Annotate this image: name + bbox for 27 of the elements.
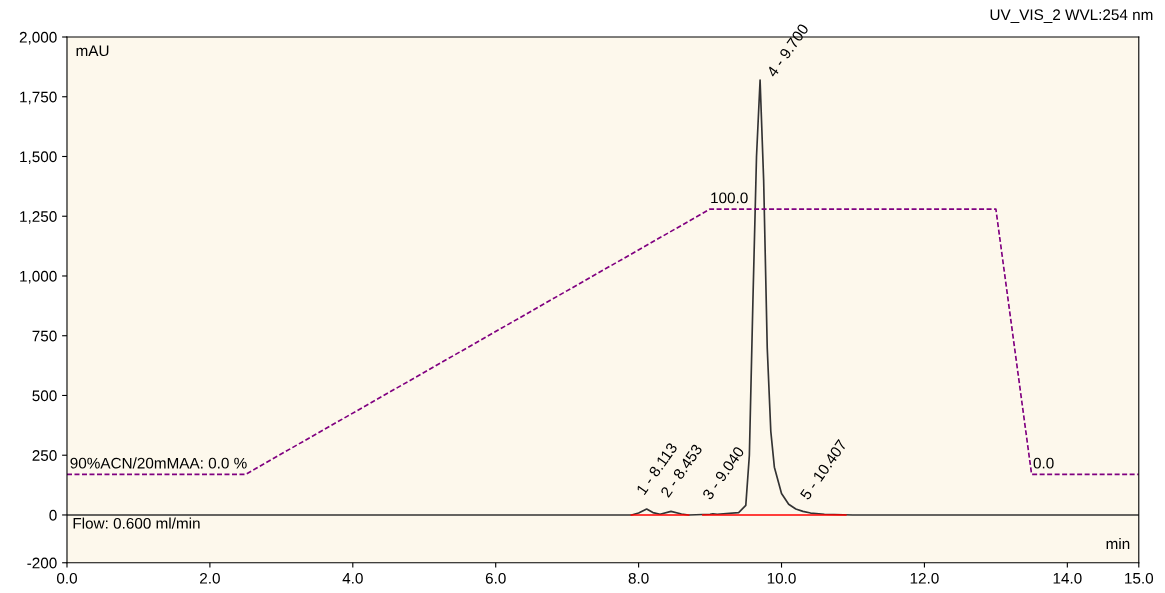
x-tick-label: 10.0 — [767, 572, 796, 584]
y-tick-label: 1,250 — [20, 211, 57, 224]
x-tick-label: 2.0 — [200, 572, 220, 584]
x-tick-label: 4.0 — [342, 572, 363, 584]
chart-title: UV_VIS_2 WVL:254 nm — [990, 9, 1153, 23]
x-tick-label: 0.0 — [56, 572, 78, 584]
y-tick-label: 1,500 — [20, 151, 57, 164]
annotation: 100.0 — [711, 192, 748, 204]
x-tick-label: 12.0 — [910, 572, 939, 584]
x-tick-label: 6.0 — [485, 572, 506, 584]
y-axis-title: mAU — [76, 45, 109, 57]
y-tick-label: 2,000 — [19, 31, 57, 45]
x-axis-title: min — [1106, 538, 1130, 550]
y-tick-label: 0 — [49, 509, 57, 521]
y-tick-label: 750 — [32, 330, 57, 342]
x-tick-label: 15.0 — [1125, 572, 1154, 584]
x-tick-label: 14.0 — [1053, 572, 1082, 584]
line-series — [66, 79, 1139, 516]
annotation: 90%ACN/20mMAA: 0.0 % — [70, 457, 247, 469]
annotation: Flow: 0.600 ml/min — [73, 517, 200, 529]
annotation: 0.0 — [1033, 457, 1054, 469]
y-tick-label: 250 — [32, 450, 57, 461]
x-tick-label: 8.0 — [628, 572, 649, 584]
y-tick-label: 1,000 — [20, 270, 57, 284]
y-tick-label: -200 — [27, 557, 57, 569]
y-tick-label: 1,750 — [20, 91, 57, 105]
y-tick-label: 500 — [32, 390, 57, 402]
